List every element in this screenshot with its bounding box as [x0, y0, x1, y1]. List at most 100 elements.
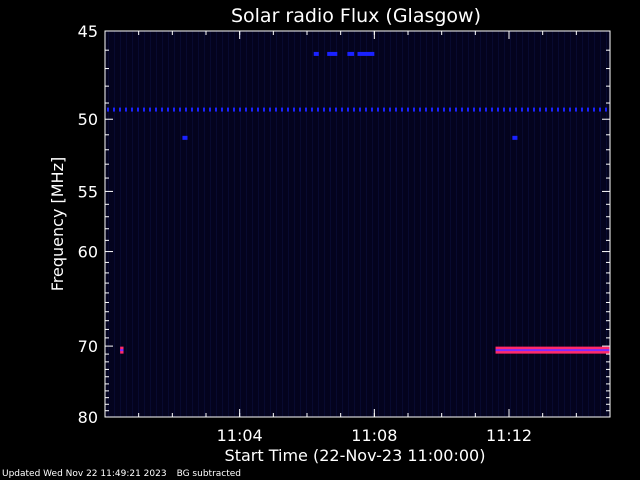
signal-dot — [167, 107, 169, 112]
signal-dot — [461, 107, 463, 112]
signal-dot — [395, 107, 397, 112]
signal-dot — [329, 107, 331, 112]
signal-dot — [473, 107, 475, 112]
signal-dot — [401, 107, 403, 112]
signal-dot — [131, 107, 133, 112]
signal-dot — [533, 107, 535, 112]
y-axis: 45 50 55 60 70 80 — [78, 22, 610, 427]
weak-signal-segment — [357, 51, 375, 56]
signal-dot — [161, 107, 163, 112]
signal-dot — [311, 107, 313, 112]
signal-dot — [563, 107, 565, 112]
signal-dot — [251, 107, 253, 112]
signal-dot — [305, 107, 307, 112]
signal-dot — [371, 107, 373, 112]
signal-dot — [341, 107, 343, 112]
signal-dot — [389, 107, 391, 112]
signal-dot — [365, 107, 367, 112]
signal-dot — [221, 107, 223, 112]
weak-signal-segment — [347, 51, 355, 56]
signal-dot — [443, 107, 445, 112]
signal-dot — [449, 107, 451, 112]
x-tick-label: 11:04 — [217, 426, 263, 445]
signal-dot — [233, 107, 235, 112]
signal-dot — [209, 107, 211, 112]
signal-dot — [437, 107, 439, 112]
signal-dot — [107, 107, 109, 112]
signal-dot — [605, 107, 607, 112]
signal-dot — [299, 107, 301, 112]
signal-dot — [119, 107, 121, 112]
signal-dot — [137, 107, 139, 112]
weak-signal-segment — [313, 51, 319, 56]
y-tick-label: 45 — [78, 22, 98, 41]
update-timestamp: Updated Wed Nov 22 11:49:21 2023 — [2, 469, 167, 479]
y-tick-label: 70 — [78, 337, 98, 356]
spectrogram-chart: Solar radio Flux (Glasgow) 455055607080 … — [48, 5, 611, 465]
signal-dot — [257, 107, 259, 112]
signal-dot — [485, 107, 487, 112]
signal-dot — [113, 107, 115, 112]
signal-dot — [353, 107, 355, 112]
signal-dot — [143, 107, 145, 112]
weak-signal-segment — [182, 135, 188, 140]
strong-signal-core — [120, 349, 124, 352]
signal-dot — [539, 107, 541, 112]
signal-dot — [227, 107, 229, 112]
signal-dot — [185, 107, 187, 112]
signal-dot — [467, 107, 469, 112]
signal-dot — [497, 107, 499, 112]
weak-signal-segment — [512, 135, 518, 140]
signal-dot — [515, 107, 517, 112]
signal-dot — [419, 107, 421, 112]
signal-dot — [509, 107, 511, 112]
signal-dot — [155, 107, 157, 112]
signal-dot — [407, 107, 409, 112]
signal-dot — [413, 107, 415, 112]
signal-dot — [521, 107, 523, 112]
signal-features — [107, 51, 610, 354]
weak-signal-segment — [327, 51, 338, 56]
signal-dot — [479, 107, 481, 112]
y-axis-label: Frequency [MHz] — [48, 157, 67, 291]
signal-dot — [323, 107, 325, 112]
y-tick-label: 50 — [78, 110, 98, 129]
signal-dot — [173, 107, 175, 112]
signal-dot — [149, 107, 151, 112]
signal-dot — [359, 107, 361, 112]
signal-dot — [203, 107, 205, 112]
signal-dot — [455, 107, 457, 112]
signal-dot — [599, 107, 601, 112]
signal-dot — [215, 107, 217, 112]
signal-dot — [557, 107, 559, 112]
y-tick-label: 55 — [78, 182, 98, 201]
signal-dot — [197, 107, 199, 112]
y-tick-label: 80 — [78, 408, 98, 427]
x-tick-label: 11:08 — [351, 426, 397, 445]
plot-background — [105, 31, 610, 417]
plot-frame — [104, 30, 611, 418]
signal-dot — [527, 107, 529, 112]
signal-dot — [281, 107, 283, 112]
chart-title: Solar radio Flux (Glasgow) — [231, 5, 481, 27]
signal-dot — [587, 107, 589, 112]
signal-dot — [575, 107, 577, 112]
signal-dot — [431, 107, 433, 112]
signal-dot — [581, 107, 583, 112]
strong-signal-core — [495, 349, 610, 352]
signal-dot — [293, 107, 295, 112]
signal-dot — [569, 107, 571, 112]
signal-dot — [275, 107, 277, 112]
signal-dot — [317, 107, 319, 112]
signal-dot — [545, 107, 547, 112]
signal-dot — [239, 107, 241, 112]
background-note: BG subtracted — [176, 469, 242, 479]
signal-dot — [263, 107, 265, 112]
signal-dot — [593, 107, 595, 112]
signal-dot — [287, 107, 289, 112]
signal-dot — [425, 107, 427, 112]
signal-dot — [503, 107, 505, 112]
x-axis: 11:04 11:08 11:12 — [138, 31, 577, 445]
signal-dot — [383, 107, 385, 112]
signal-dot — [377, 107, 379, 112]
